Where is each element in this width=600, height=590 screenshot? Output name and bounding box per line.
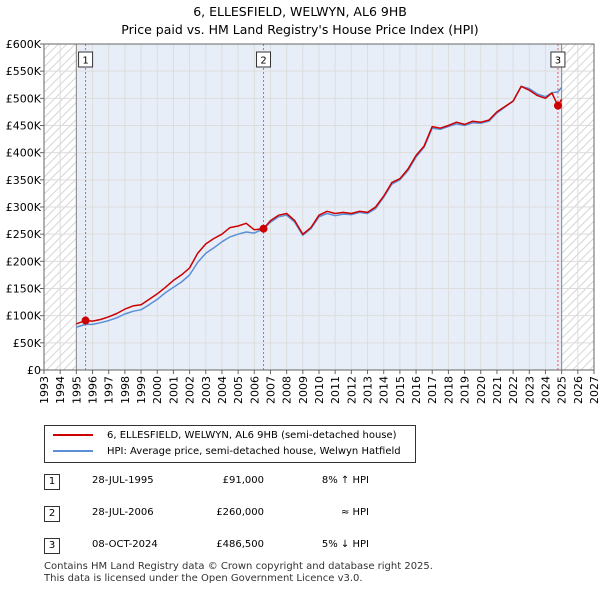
x-tick-label: 1999 xyxy=(135,376,148,404)
sale-number-box xyxy=(550,51,566,68)
chart-title: 6, ELLESFIELD, WELWYN, AL6 9HB xyxy=(193,4,407,19)
transaction-date: 08-OCT-2024 xyxy=(92,539,158,550)
sale-point xyxy=(81,316,90,325)
x-tick-label: 2013 xyxy=(362,376,375,404)
y-tick-label: £600K xyxy=(6,38,42,51)
x-tick-label: 2008 xyxy=(281,376,294,404)
x-tick-label: 2021 xyxy=(491,376,504,404)
transaction-price: £91,000 xyxy=(222,475,264,486)
x-tick-label: 2027 xyxy=(588,376,600,404)
sale-number-label: 1 xyxy=(82,56,88,67)
legend-item-property: 6, ELLESFIELD, WELWYN, AL6 9HB (semi-det… xyxy=(53,429,397,443)
transaction-date: 28-JUL-1995 xyxy=(92,475,154,486)
y-tick-label: £500K xyxy=(6,92,42,105)
transaction-number-badge: 3 xyxy=(44,538,60,554)
x-tick-label: 2002 xyxy=(184,376,197,404)
property-price-line xyxy=(76,85,563,325)
y-tick-label: £450K xyxy=(6,120,42,133)
x-tick-label: 2017 xyxy=(426,376,439,404)
table-row: 1 28-JUL-1995 £91,000 8% ↑ HPI xyxy=(44,474,384,492)
footer-licence: This data is licensed under the Open Gov… xyxy=(44,573,363,584)
x-tick-label: 1997 xyxy=(103,376,116,404)
x-tick-label: 2014 xyxy=(378,376,391,404)
sale-number-label: 2 xyxy=(260,56,266,67)
x-tick-label: 2006 xyxy=(248,376,261,404)
y-tick-label: £150K xyxy=(6,283,42,296)
x-tick-label: 2015 xyxy=(394,376,407,404)
footer-copyright: Contains HM Land Registry data © Crown c… xyxy=(44,561,433,572)
transaction-number-badge: 2 xyxy=(44,506,60,522)
x-tick-label: 2024 xyxy=(539,376,552,404)
legend-label-property: 6, ELLESFIELD, WELWYN, AL6 9HB (semi-det… xyxy=(107,430,397,441)
sale-number-label: 3 xyxy=(555,56,561,67)
x-tick-label: 2019 xyxy=(459,376,472,404)
price-chart: 1 2 3 £0 £50K £100K £150K £200K £250K £300K £350K… xyxy=(6,38,600,404)
x-tick-label: 1994 xyxy=(54,376,67,404)
x-tick-label: 1996 xyxy=(87,376,100,404)
table-row: 3 08-OCT-2024 £486,500 5% ↓ HPI xyxy=(44,538,384,556)
hpi-line xyxy=(76,85,563,328)
table-row: 2 28-JUL-2006 £260,000 ≈ HPI xyxy=(44,506,384,524)
x-tick-label: 2007 xyxy=(264,376,277,404)
y-tick-label: £300K xyxy=(6,201,42,214)
transaction-date: 28-JUL-2006 xyxy=(92,507,154,518)
x-tick-label: 2012 xyxy=(345,376,358,404)
x-tick-label: 2026 xyxy=(572,376,585,404)
x-tick-label: 2016 xyxy=(410,376,423,404)
legend-swatch-hpi xyxy=(53,450,93,452)
x-tick-label: 2009 xyxy=(297,376,310,404)
x-tick-label: 2025 xyxy=(556,376,569,404)
transaction-price: £486,500 xyxy=(216,539,264,550)
x-tick-label: 2001 xyxy=(167,376,180,404)
x-tick-label: 2003 xyxy=(200,376,213,404)
y-tick-label: £0 xyxy=(27,364,41,377)
y-tick-label: £250K xyxy=(6,228,42,241)
x-tick-label: 2023 xyxy=(523,376,536,404)
x-tick-label: 1998 xyxy=(119,376,132,404)
transaction-hpi-comparison: ≈ HPI xyxy=(340,507,369,518)
legend-swatch-property xyxy=(53,434,93,436)
y-tick-label: £350K xyxy=(6,174,42,187)
x-tick-label: 2018 xyxy=(442,376,455,404)
chart-subtitle: Price paid vs. HM Land Registry's House … xyxy=(121,22,479,37)
y-tick-label: £100K xyxy=(6,310,42,323)
sale-point xyxy=(553,101,562,110)
x-tick-label: 2005 xyxy=(232,376,245,404)
y-tick-label: £50K xyxy=(13,337,42,350)
legend-label-hpi: HPI: Average price, semi-detached house,… xyxy=(107,446,401,457)
transaction-price: £260,000 xyxy=(216,507,264,518)
x-tick-label: 2020 xyxy=(475,376,488,404)
sale-number-box xyxy=(78,51,94,68)
transaction-hpi-comparison: 5% ↓ HPI xyxy=(321,539,369,550)
x-tick-label: 2022 xyxy=(507,376,520,404)
legend-item-hpi: HPI: Average price, semi-detached house,… xyxy=(53,445,401,459)
transaction-number-badge: 1 xyxy=(44,474,60,490)
x-tick-label: 1995 xyxy=(70,376,83,404)
x-tick-label: 1993 xyxy=(38,376,51,404)
legend: 6, ELLESFIELD, WELWYN, AL6 9HB (semi-det… xyxy=(44,425,416,463)
sale-number-box xyxy=(256,51,272,68)
x-tick-label: 2004 xyxy=(216,376,229,404)
sale-point xyxy=(259,224,268,233)
y-tick-label: £550K xyxy=(6,65,42,78)
y-tick-label: £400K xyxy=(6,147,42,160)
x-tick-label: 2010 xyxy=(313,376,326,404)
x-tick-label: 2011 xyxy=(329,376,342,404)
transaction-hpi-comparison: 8% ↑ HPI xyxy=(321,475,369,486)
x-tick-label: 2000 xyxy=(151,376,164,404)
y-tick-label: £200K xyxy=(6,255,42,268)
